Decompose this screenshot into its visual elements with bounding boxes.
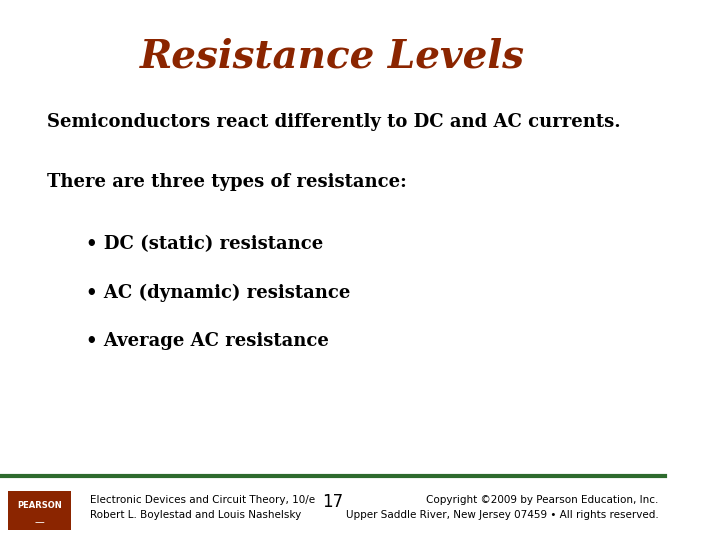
Text: There are three types of resistance:: There are three types of resistance: [47,173,406,191]
Text: Resistance Levels: Resistance Levels [140,38,525,76]
Text: Copyright ©2009 by Pearson Education, Inc.: Copyright ©2009 by Pearson Education, In… [426,495,659,505]
Text: PEARSON: PEARSON [17,502,62,510]
Text: 17: 17 [322,493,343,511]
Text: Semiconductors react differently to DC and AC currents.: Semiconductors react differently to DC a… [47,113,620,131]
Text: Upper Saddle River, New Jersey 07459 • All rights reserved.: Upper Saddle River, New Jersey 07459 • A… [346,510,659,521]
Text: —: — [35,517,44,526]
Text: • AC (dynamic) resistance: • AC (dynamic) resistance [86,284,351,302]
Text: Electronic Devices and Circuit Theory, 10/e: Electronic Devices and Circuit Theory, 1… [90,495,315,505]
Text: • Average AC resistance: • Average AC resistance [86,332,329,350]
Text: • DC (static) resistance: • DC (static) resistance [86,235,324,253]
FancyBboxPatch shape [8,491,71,530]
Text: Robert L. Boylestad and Louis Nashelsky: Robert L. Boylestad and Louis Nashelsky [90,510,301,521]
